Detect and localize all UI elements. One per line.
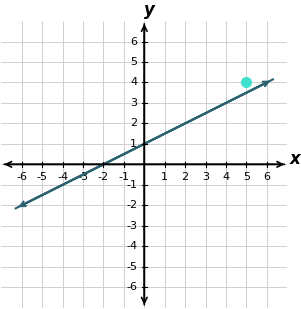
Text: 1: 1 xyxy=(161,171,168,181)
Text: -2: -2 xyxy=(126,200,137,210)
Text: -2: -2 xyxy=(98,171,109,181)
Text: -5: -5 xyxy=(37,171,48,181)
Text: 6: 6 xyxy=(263,171,270,181)
Text: 2: 2 xyxy=(130,118,137,129)
Text: -6: -6 xyxy=(16,171,27,181)
Text: -4: -4 xyxy=(126,241,137,251)
Text: -5: -5 xyxy=(126,262,137,272)
Text: -1: -1 xyxy=(126,180,137,190)
Text: 5: 5 xyxy=(243,171,250,181)
Text: 3: 3 xyxy=(130,98,137,108)
Text: -6: -6 xyxy=(126,282,137,292)
Text: 2: 2 xyxy=(182,171,189,181)
Text: 4: 4 xyxy=(130,78,137,87)
Text: 5: 5 xyxy=(130,57,137,67)
Text: y: y xyxy=(144,1,155,19)
Text: 6: 6 xyxy=(130,36,137,47)
Text: 4: 4 xyxy=(222,171,230,181)
Text: 3: 3 xyxy=(202,171,209,181)
Text: x: x xyxy=(289,150,300,168)
Text: -1: -1 xyxy=(118,171,129,181)
Text: 1: 1 xyxy=(130,139,137,149)
Text: -3: -3 xyxy=(78,171,88,181)
Text: -3: -3 xyxy=(126,221,137,231)
Text: -4: -4 xyxy=(57,171,68,181)
